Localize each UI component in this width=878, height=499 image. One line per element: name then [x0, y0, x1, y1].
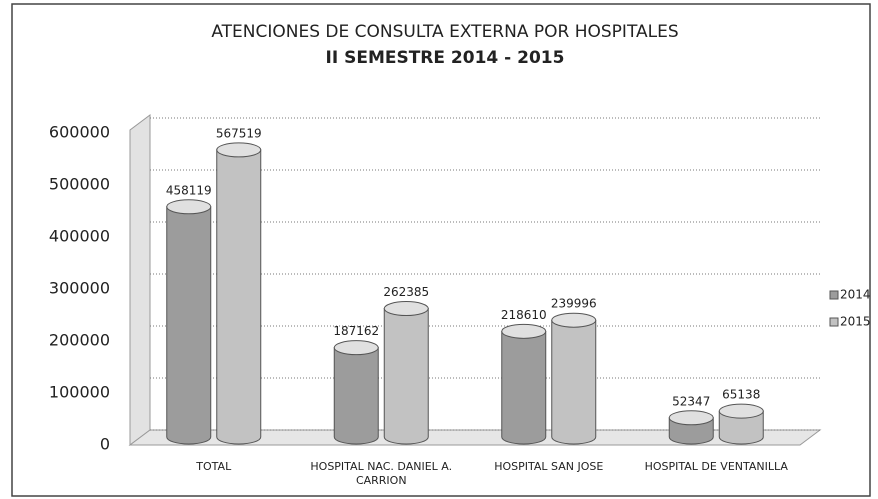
y-tick-label: 100000 [49, 383, 110, 402]
y-tick-label: 300000 [49, 279, 110, 298]
data-label: 567519 [216, 126, 262, 140]
data-label: 52347 [672, 394, 710, 408]
chart-title: ATENCIONES DE CONSULTA EXTERNA POR HOSPI… [211, 22, 678, 42]
bar-top [333, 340, 379, 356]
data-label: 65138 [722, 388, 760, 402]
bar-top [668, 410, 714, 426]
bar [551, 319, 597, 445]
bar [333, 347, 379, 445]
bar [166, 206, 212, 445]
data-label: 239996 [551, 297, 597, 311]
y-tick-label: 0 [100, 435, 110, 454]
side-wall [129, 114, 151, 446]
data-label: 262385 [383, 285, 429, 299]
data-label: 218610 [501, 308, 547, 322]
bar [216, 149, 262, 445]
legend-label: 2015 [840, 315, 871, 329]
y-tick-label: 200000 [49, 331, 110, 350]
y-tick-label: 400000 [49, 227, 110, 246]
legend-swatch [829, 290, 839, 300]
bar-top [551, 312, 597, 328]
y-tick-label: 500000 [49, 175, 110, 194]
chart-subtitle: II SEMESTRE 2014 - 2015 [326, 48, 565, 68]
x-tick-label: HOSPITAL SAN JOSE [494, 460, 604, 473]
bar [501, 330, 547, 445]
bar [718, 410, 764, 445]
bar-top [718, 403, 764, 419]
data-label: 187162 [333, 324, 379, 338]
legend-label: 2014 [840, 288, 871, 302]
chart-frame [11, 3, 871, 497]
bar-top [501, 323, 547, 339]
data-label: 458119 [166, 183, 212, 197]
bar-top [166, 199, 212, 215]
x-tick-label: HOSPITAL DE VENTANILLA [644, 460, 788, 473]
bar [383, 308, 429, 445]
bar-top [383, 301, 429, 317]
x-tick-label: HOSPITAL NAC. DANIEL A. CARRION [310, 460, 453, 487]
y-tick-label: 600000 [49, 123, 110, 142]
x-tick-label: TOTAL [196, 460, 232, 473]
bar-top [216, 142, 262, 158]
legend-swatch [829, 317, 839, 327]
